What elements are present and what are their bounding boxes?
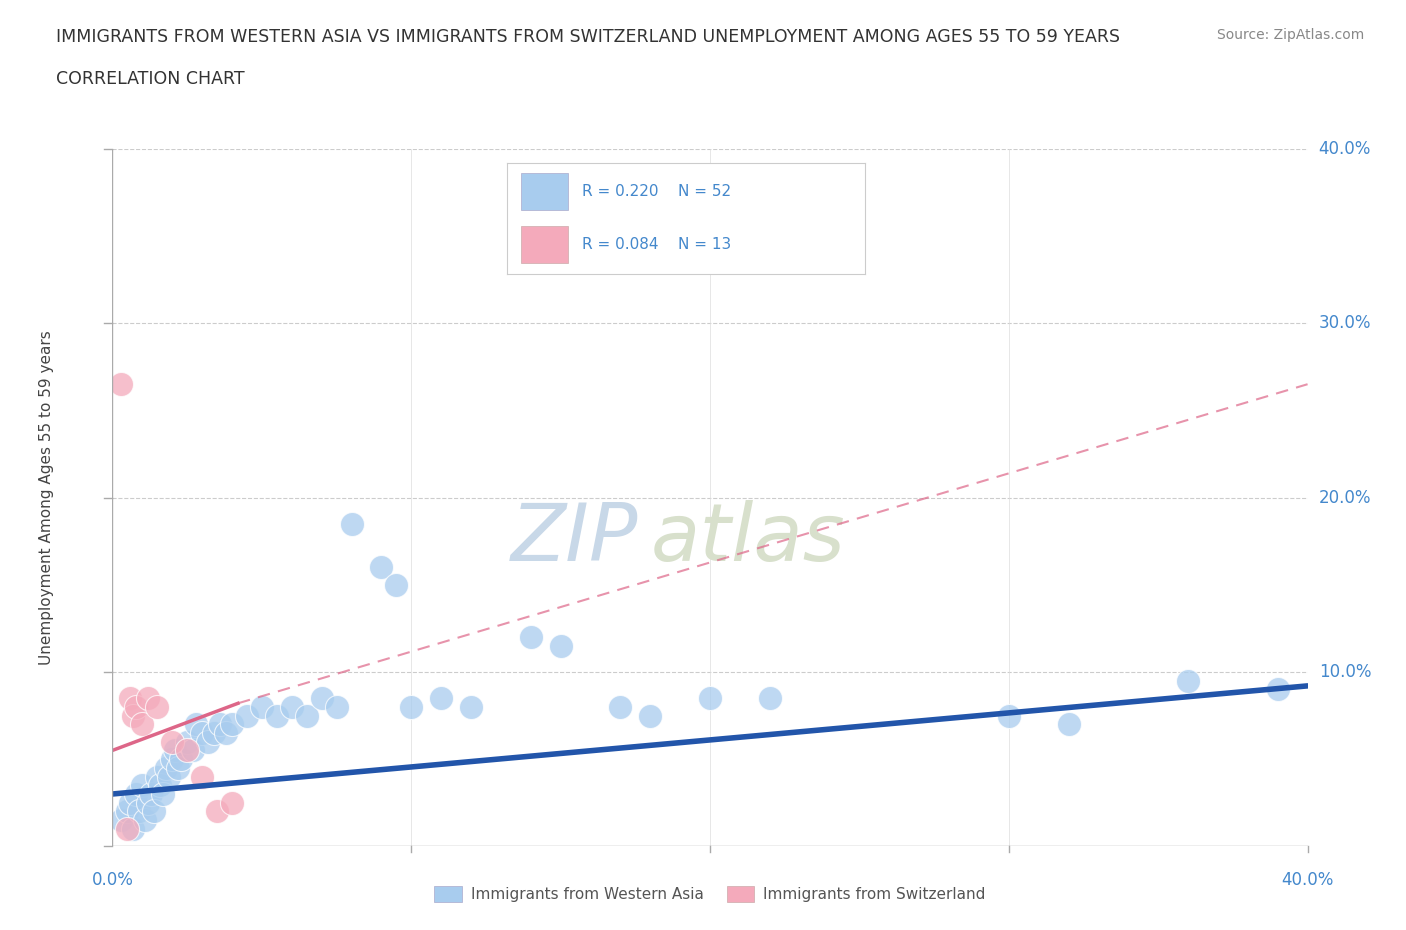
Point — [117, 821, 139, 836]
Point — [186, 717, 208, 732]
Text: 40.0%: 40.0% — [1319, 140, 1371, 158]
Point — [208, 717, 231, 732]
Point — [167, 761, 190, 776]
Point — [157, 769, 180, 784]
Point — [125, 787, 148, 802]
Text: IMMIGRANTS FROM WESTERN ASIA VS IMMIGRANTS FROM SWITZERLAND UNEMPLOYMENT AMONG A: IMMIGRANTS FROM WESTERN ASIA VS IMMIGRAN… — [56, 28, 1121, 46]
Point — [120, 691, 142, 706]
Point — [146, 699, 169, 714]
Point — [191, 725, 214, 740]
Point — [202, 725, 225, 740]
Point — [250, 699, 273, 714]
Text: CORRELATION CHART: CORRELATION CHART — [56, 70, 245, 87]
Text: atlas: atlas — [650, 500, 845, 578]
Point — [138, 795, 160, 810]
Point — [550, 638, 572, 653]
Point — [759, 691, 782, 706]
Point — [1267, 682, 1289, 697]
Point — [170, 751, 193, 766]
Point — [117, 804, 139, 819]
Point — [138, 691, 160, 706]
Point — [221, 795, 243, 810]
Point — [205, 804, 228, 819]
Text: 40.0%: 40.0% — [1281, 871, 1334, 889]
Point — [998, 708, 1021, 723]
Point — [370, 560, 392, 575]
Text: Unemployment Among Ages 55 to 59 years: Unemployment Among Ages 55 to 59 years — [39, 330, 55, 665]
Text: 20.0%: 20.0% — [1319, 488, 1371, 507]
Point — [215, 725, 238, 740]
Point — [311, 691, 333, 706]
Point — [520, 630, 543, 644]
Point — [295, 708, 318, 723]
Text: Source: ZipAtlas.com: Source: ZipAtlas.com — [1216, 28, 1364, 42]
Point — [385, 578, 408, 592]
Point — [266, 708, 288, 723]
Point — [162, 735, 183, 750]
Point — [181, 743, 204, 758]
Point — [122, 708, 145, 723]
Point — [162, 751, 183, 766]
Point — [131, 717, 153, 732]
Point — [221, 717, 243, 732]
Point — [110, 813, 132, 828]
Point — [176, 743, 198, 758]
Point — [120, 795, 142, 810]
Point — [197, 735, 219, 750]
Point — [325, 699, 347, 714]
Text: 30.0%: 30.0% — [1319, 314, 1371, 332]
Point — [152, 787, 174, 802]
Point — [143, 804, 166, 819]
Point — [110, 377, 132, 392]
Point — [128, 804, 150, 819]
Point — [609, 699, 631, 714]
Point — [281, 699, 304, 714]
Point — [176, 735, 198, 750]
Point — [125, 699, 148, 714]
Point — [638, 708, 662, 723]
Legend: Immigrants from Western Asia, Immigrants from Switzerland: Immigrants from Western Asia, Immigrants… — [429, 880, 991, 909]
Point — [699, 691, 721, 706]
Point — [141, 787, 163, 802]
Point — [122, 821, 145, 836]
Text: 0.0%: 0.0% — [91, 871, 134, 889]
Point — [460, 699, 482, 714]
Text: ZIP: ZIP — [510, 500, 638, 578]
Point — [165, 743, 187, 758]
Point — [1177, 673, 1199, 688]
Point — [131, 777, 153, 792]
Point — [146, 769, 169, 784]
Point — [1057, 717, 1080, 732]
Point — [149, 777, 172, 792]
Text: 10.0%: 10.0% — [1319, 663, 1371, 681]
Point — [401, 699, 423, 714]
Point — [134, 813, 156, 828]
Point — [236, 708, 259, 723]
Point — [155, 761, 177, 776]
Point — [191, 769, 214, 784]
Point — [340, 516, 363, 531]
Point — [430, 691, 453, 706]
